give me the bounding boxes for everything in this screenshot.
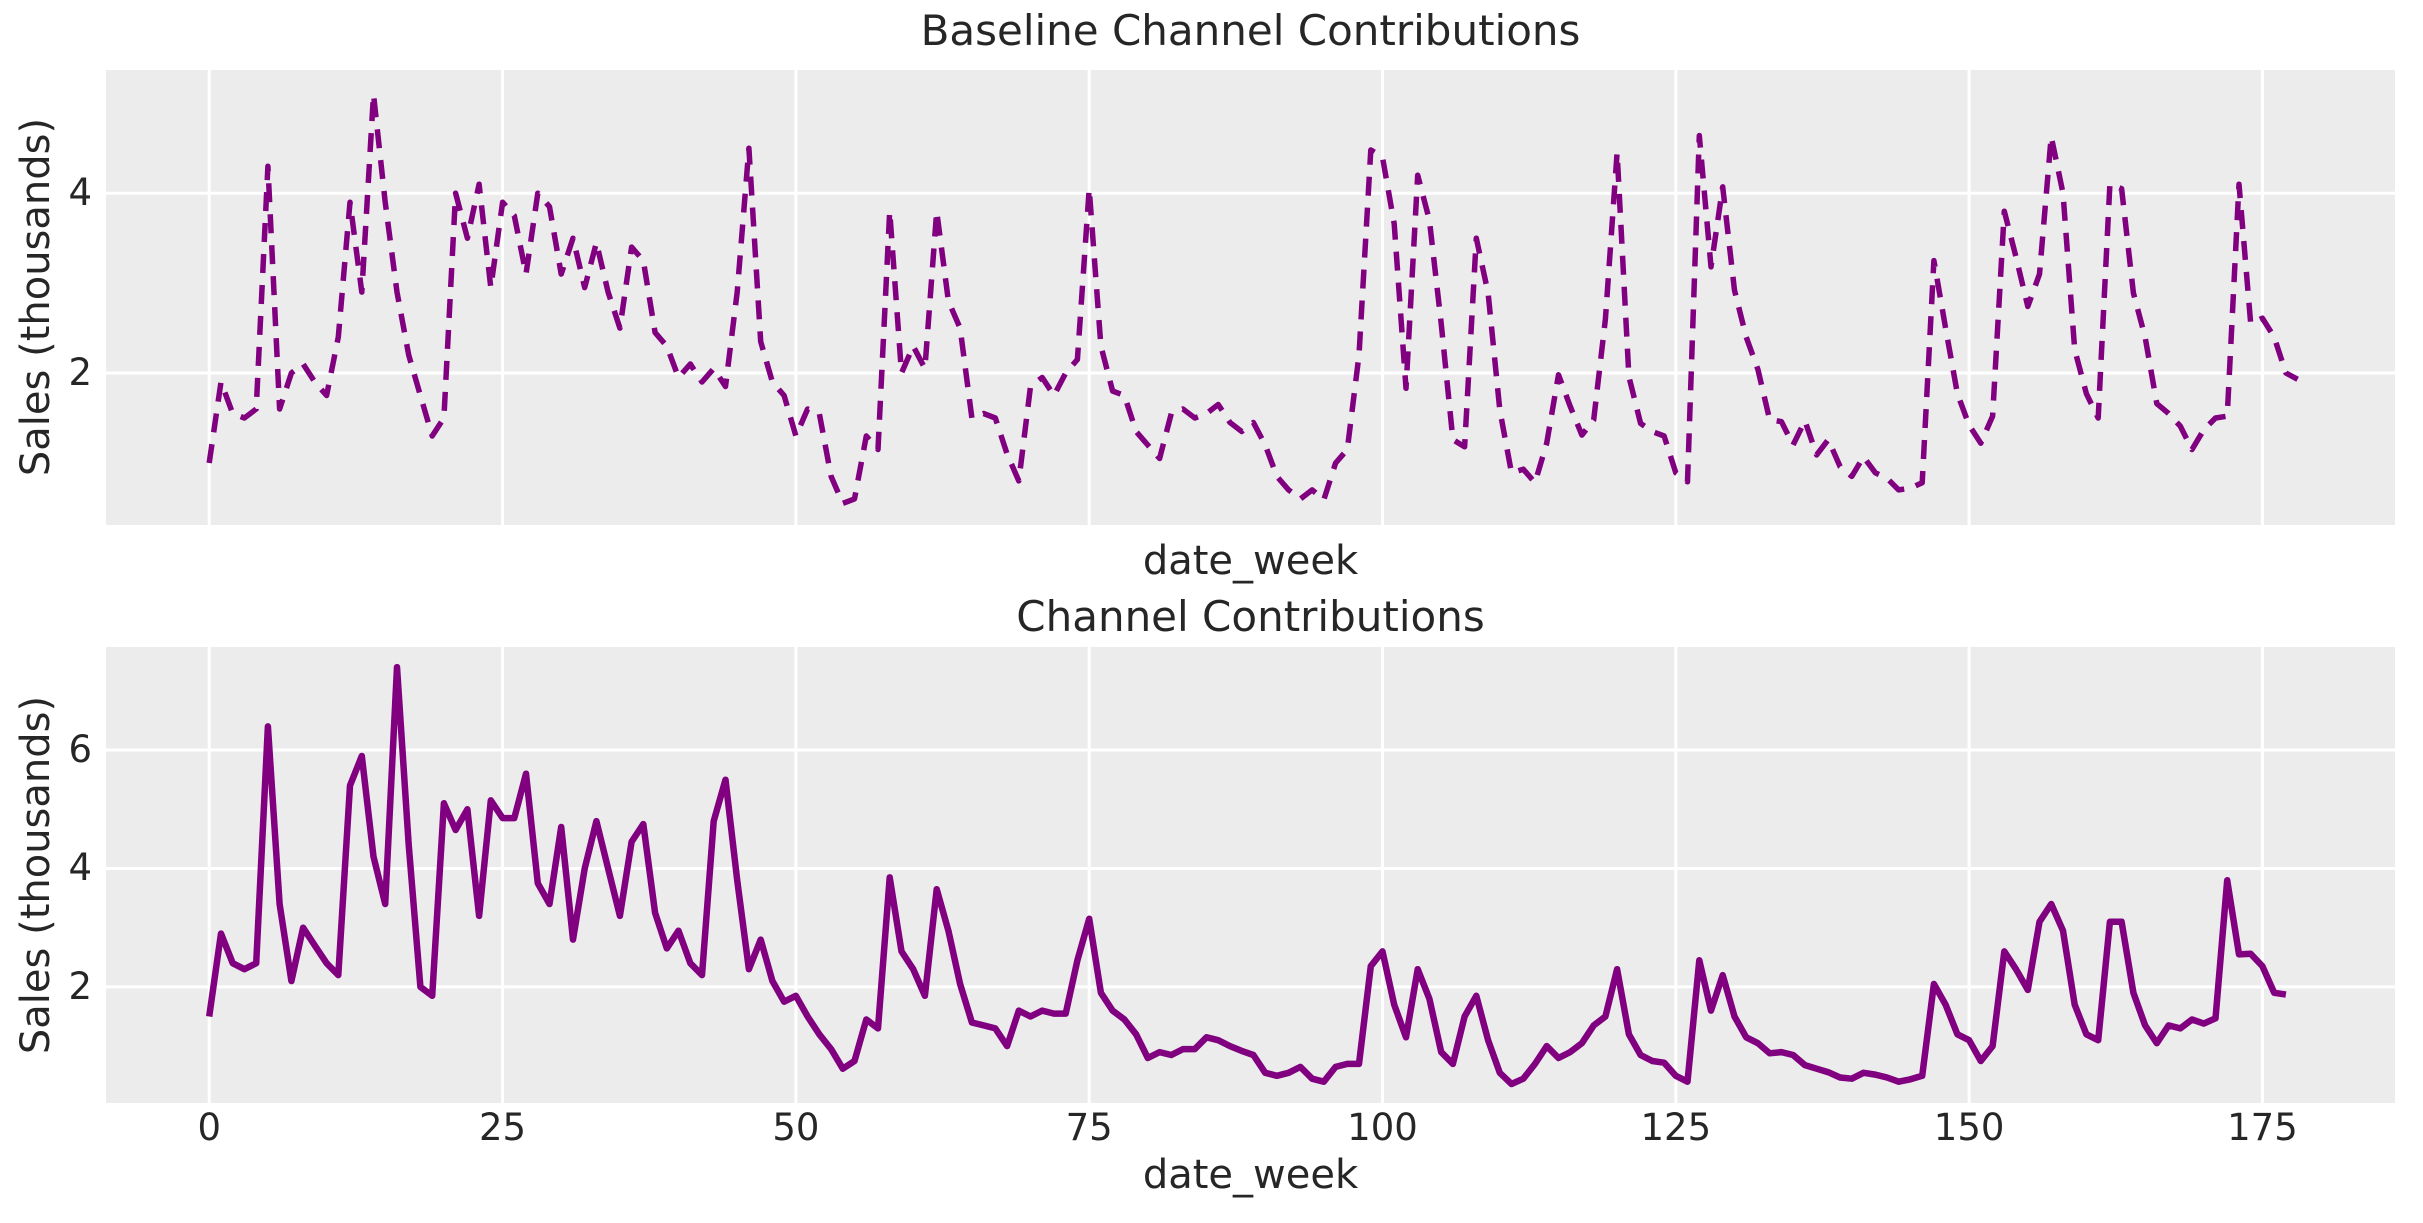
x-tick-label: 75	[1065, 1106, 1113, 1149]
baseline-series-line	[206, 91, 2299, 507]
x-tick-label: 100	[1347, 1106, 1418, 1149]
baseline-plot-svg	[106, 70, 2395, 525]
y-tick-label: 2	[68, 964, 92, 1008]
x-tick-label: 175	[2227, 1106, 2298, 1149]
baseline-x-axis-label: date_week	[1142, 538, 1359, 584]
baseline-plot-area	[106, 70, 2395, 525]
channel-plot-svg	[106, 647, 2395, 1103]
channel-x-axis-label: date_week	[1142, 1152, 1359, 1198]
y-tick-label: 4	[68, 846, 92, 890]
y-tick-label: 2	[68, 351, 92, 395]
channel-plot-area	[106, 647, 2395, 1103]
channel-chart-title: Channel Contributions	[1016, 592, 1485, 641]
x-tick-label: 50	[772, 1106, 820, 1149]
channel-series-line	[205, 663, 2287, 1088]
y-tick-label: 6	[68, 728, 92, 772]
x-tick-label: 125	[1640, 1106, 1712, 1149]
y-tick-label: 4	[68, 171, 92, 215]
baseline-chart-title: Baseline Channel Contributions	[920, 6, 1581, 55]
x-tick-label: 0	[197, 1106, 222, 1149]
x-tick-label: 150	[1933, 1106, 2005, 1149]
x-tick-label: 25	[479, 1106, 527, 1149]
